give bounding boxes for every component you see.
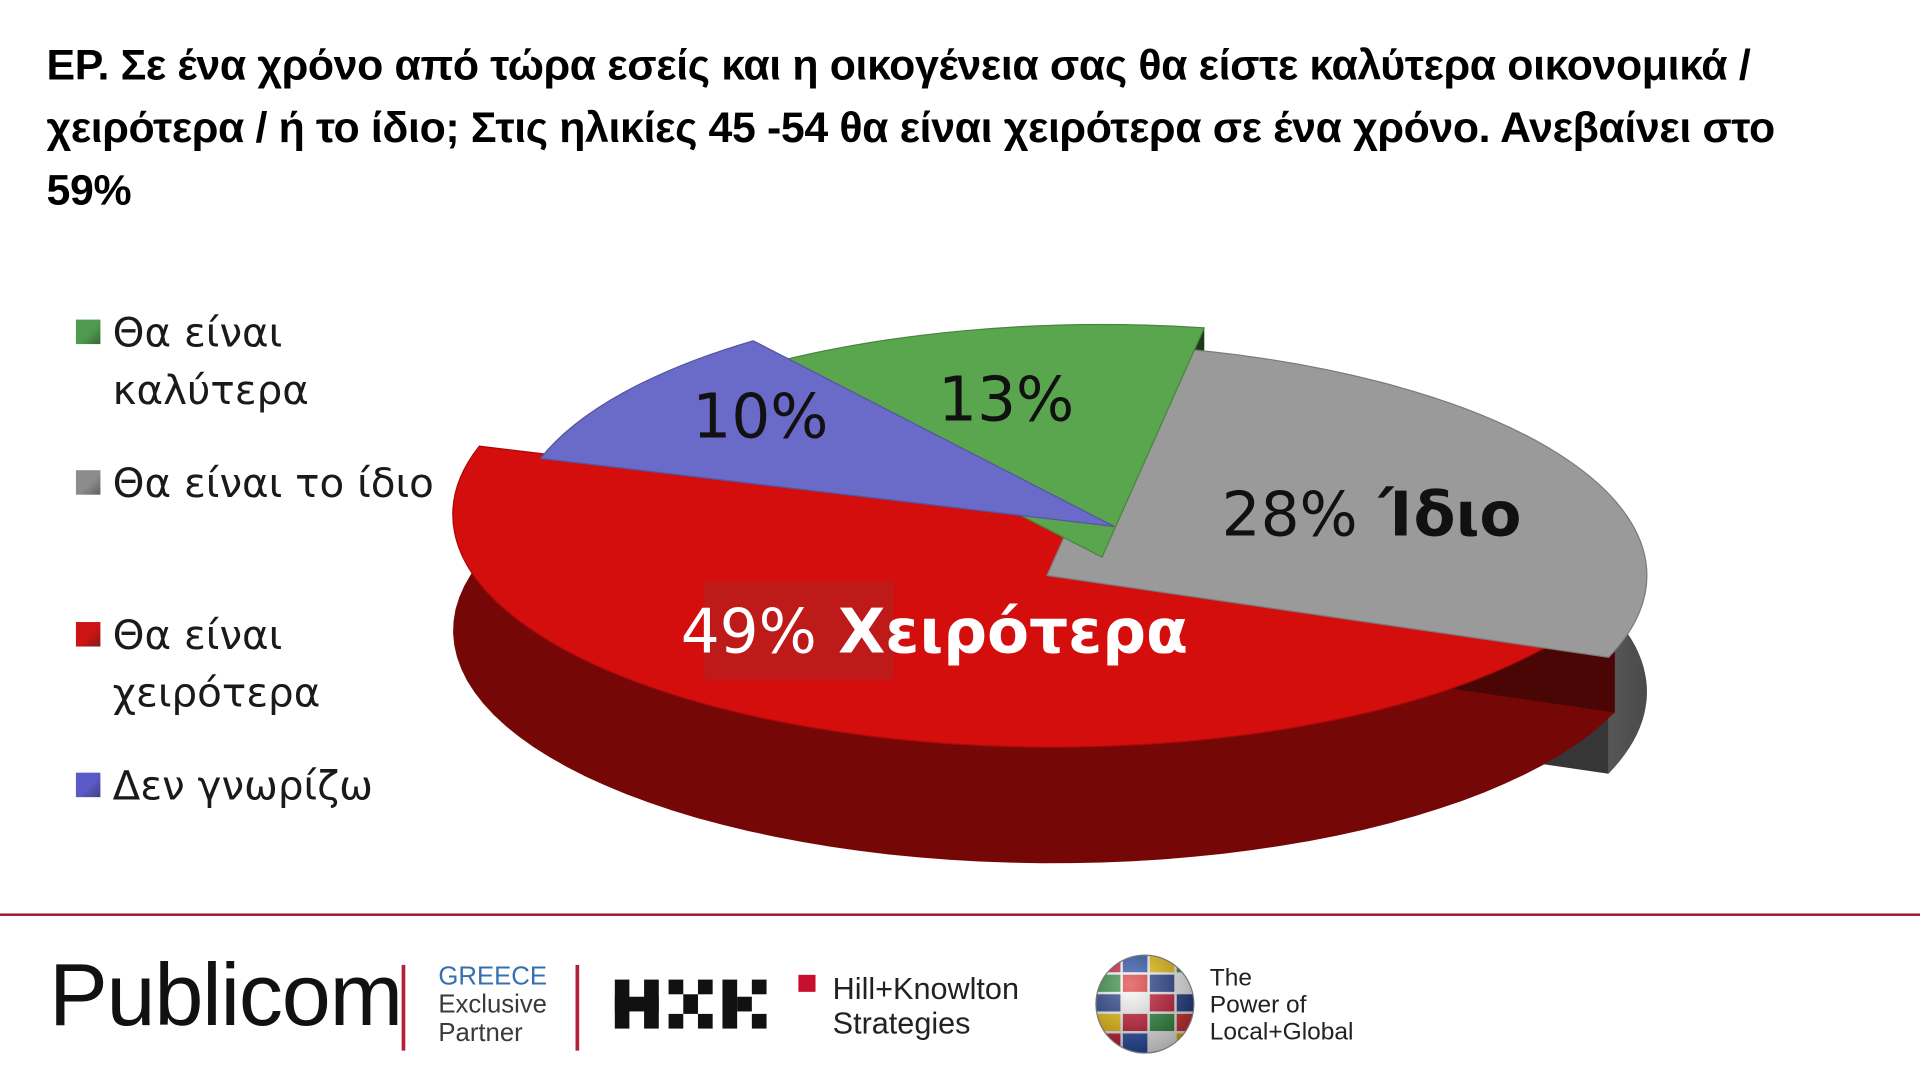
- legend-label-worse: Θα είναι χειρότερα: [112, 611, 321, 717]
- slice-label-word: Χειρότερα: [817, 596, 1188, 667]
- pie-slice: [539, 340, 1115, 528]
- legend-swatch-better: [75, 319, 101, 345]
- power-of-local-global-text: The Power of Local+Global: [1209, 964, 1354, 1046]
- pie-slice: [1046, 345, 1648, 658]
- slice-label-percent: 13%: [938, 364, 1074, 435]
- slice-label: 28% Ίδιο: [1222, 479, 1522, 550]
- globe-flags-icon: [1095, 954, 1195, 1054]
- slice-label-percent: 28%: [1222, 479, 1358, 550]
- partner-text: Exclusive Partner: [438, 990, 547, 1047]
- slice-label: 10%: [692, 381, 828, 452]
- footer-separator: [575, 964, 580, 1051]
- slice-label-percent: 10%: [692, 381, 828, 452]
- partner-country: GREECE: [438, 962, 547, 991]
- hill-knowlton-text: Hill+Knowlton Strategies: [832, 972, 1019, 1041]
- footer-divider: [0, 913, 1920, 916]
- legend-swatch-same: [75, 470, 101, 495]
- legend-label-dont-know: Δεν γνωρίζω: [112, 761, 374, 810]
- hill-knowlton-logo-icon: [614, 974, 816, 1029]
- publicom-logo: Publicom: [48, 946, 403, 1045]
- legend-label-same: Θα είναι το ίδιο: [112, 459, 434, 507]
- pie-slice-wall: [453, 446, 1615, 864]
- footer-separator: [401, 964, 406, 1051]
- legend-swatch-worse: [75, 622, 101, 647]
- slice-label: 49% Χειρότερα: [681, 596, 1188, 667]
- legend-label-better: Θα είναι καλύτερα: [112, 308, 309, 414]
- slice-label-word: Ίδιο: [1358, 479, 1522, 550]
- slice-label-percent: 49%: [681, 596, 817, 667]
- slice-label-highlight: [704, 581, 895, 680]
- legend-swatch-dont-know: [75, 772, 101, 798]
- slide-title: ΕΡ. Σε ένα χρόνο από τώρα εσείς και η οι…: [46, 41, 1776, 215]
- slice-label: 13%: [938, 364, 1074, 435]
- pie-chart: 49% Χειρότερα 28% Ίδιο 13% 10%: [452, 323, 1648, 864]
